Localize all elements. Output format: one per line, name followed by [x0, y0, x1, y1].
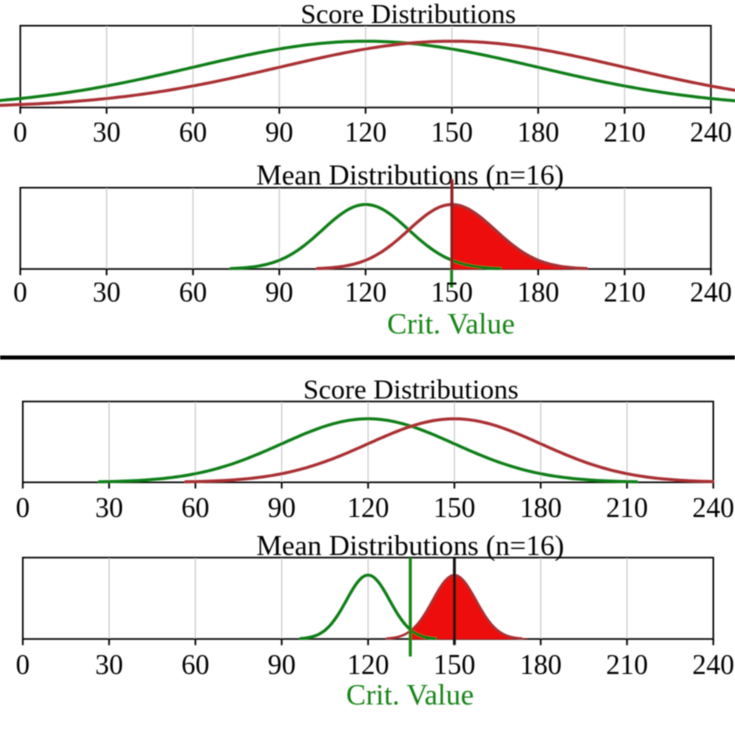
svg-text:180: 180: [520, 650, 562, 681]
svg-text:60: 60: [181, 650, 209, 681]
svg-text:150: 150: [433, 650, 475, 681]
svg-text:90: 90: [268, 650, 296, 681]
svg-text:0: 0: [13, 118, 27, 149]
svg-text:210: 210: [606, 650, 648, 681]
svg-text:180: 180: [517, 118, 559, 149]
svg-text:90: 90: [265, 277, 293, 308]
svg-text:120: 120: [347, 650, 389, 681]
svg-text:150: 150: [431, 277, 473, 308]
svg-text:Crit. Value: Crit. Value: [387, 309, 515, 341]
svg-text:90: 90: [268, 493, 296, 524]
svg-text:240: 240: [692, 493, 734, 524]
svg-text:Crit. Value: Crit. Value: [346, 680, 474, 712]
svg-text:0: 0: [16, 493, 30, 524]
svg-text:0: 0: [13, 277, 27, 308]
svg-text:210: 210: [606, 493, 648, 524]
svg-text:210: 210: [604, 118, 646, 149]
svg-text:120: 120: [345, 277, 387, 308]
svg-text:120: 120: [345, 118, 387, 149]
svg-text:30: 30: [95, 493, 123, 524]
svg-text:180: 180: [517, 277, 559, 308]
svg-text:240: 240: [692, 650, 734, 681]
svg-text:240: 240: [690, 277, 732, 308]
svg-text:30: 30: [95, 650, 123, 681]
svg-text:120: 120: [347, 493, 389, 524]
svg-text:30: 30: [93, 277, 121, 308]
svg-text:Mean Distributions (n=16): Mean Distributions (n=16): [256, 530, 564, 562]
svg-text:180: 180: [520, 493, 562, 524]
svg-text:0: 0: [16, 650, 30, 681]
svg-text:Score Distributions: Score Distributions: [303, 375, 518, 406]
svg-text:150: 150: [431, 118, 473, 149]
svg-text:60: 60: [179, 118, 207, 149]
svg-text:210: 210: [604, 277, 646, 308]
svg-text:90: 90: [265, 118, 293, 149]
svg-text:240: 240: [690, 118, 732, 149]
svg-text:30: 30: [93, 118, 121, 149]
svg-text:60: 60: [179, 277, 207, 308]
svg-text:Mean Distributions (n=16): Mean Distributions (n=16): [256, 160, 564, 192]
svg-text:60: 60: [181, 493, 209, 524]
svg-text:150: 150: [433, 493, 475, 524]
